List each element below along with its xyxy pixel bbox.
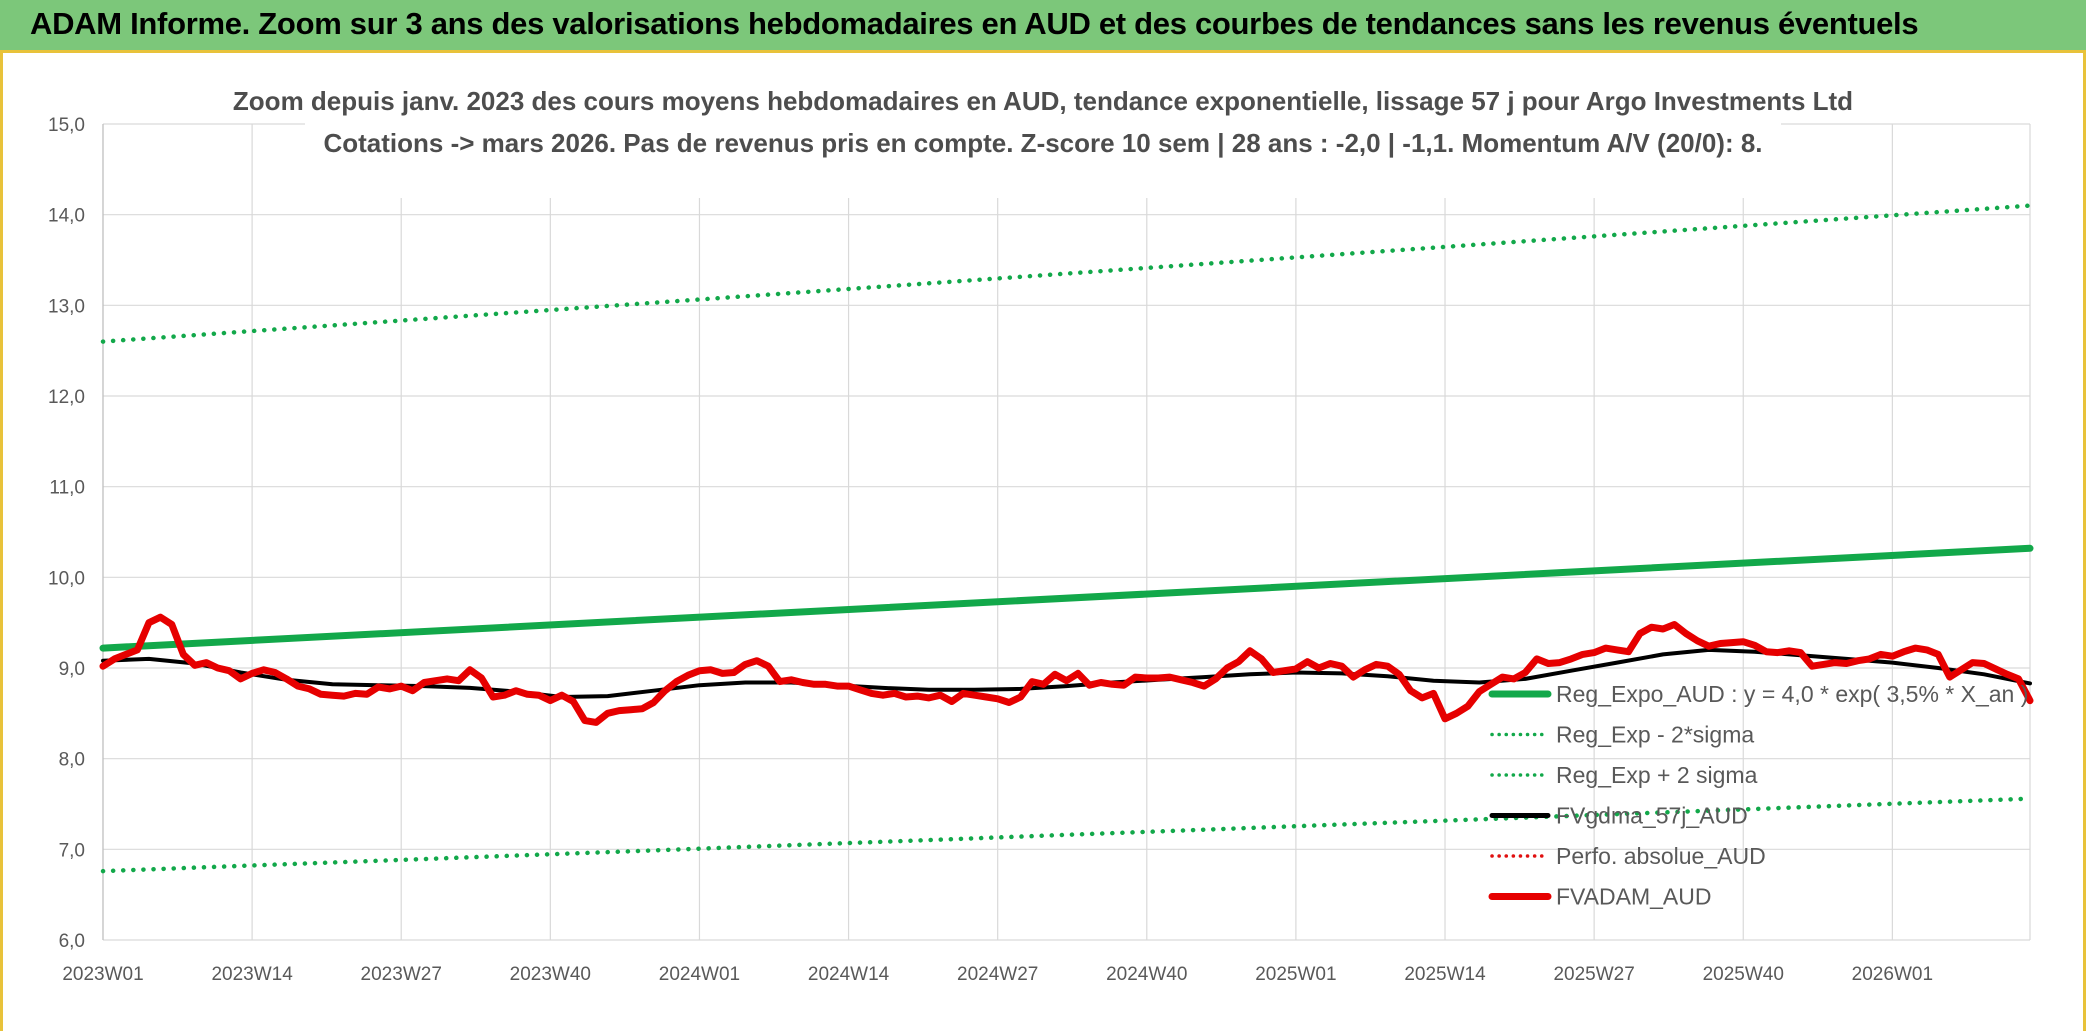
x-tick-label: 2025W40 xyxy=(1703,964,1784,985)
x-tick-label: 2025W27 xyxy=(1553,964,1634,985)
x-tick-label: 2025W01 xyxy=(1255,964,1336,985)
x-tick-label: 2026W01 xyxy=(1852,964,1933,985)
legend-label: Reg_Exp - 2*sigma xyxy=(1556,722,1754,748)
legend-label: Perfo. absolue_AUD xyxy=(1556,843,1766,869)
y-tick-label: 14,0 xyxy=(48,206,85,227)
series-lines xyxy=(99,203,2034,874)
x-tick-label: 2024W40 xyxy=(1106,964,1187,985)
y-tick-label: 10,0 xyxy=(48,568,85,589)
chart-frame xyxy=(0,53,2086,1031)
report-title: ADAM Informe. Zoom sur 3 ans des valoris… xyxy=(30,6,1919,41)
series-line xyxy=(100,796,2033,874)
x-tick-label: 2023W14 xyxy=(211,964,293,985)
y-tick-label: 11,0 xyxy=(49,478,85,499)
legend-label: FVADAM_AUD xyxy=(1556,884,1712,910)
grid xyxy=(102,123,2031,941)
y-tick-label: 9,0 xyxy=(59,659,85,680)
x-tick-label: 2025W14 xyxy=(1404,964,1486,985)
x-tick-label: 2023W40 xyxy=(510,964,591,985)
x-tick-label: 2023W01 xyxy=(62,964,143,985)
x-axis: 2023W01 2023W14 2023W27 2023W40 2024W01 2024W… xyxy=(62,964,1933,985)
series-line xyxy=(100,203,2033,344)
series-line xyxy=(99,544,2034,652)
y-tick-label: 13,0 xyxy=(48,296,85,317)
chart-title: Zoom depuis janv. 2023 des cours moyens … xyxy=(233,86,1853,116)
legend-label: Reg_Exp + 2 sigma xyxy=(1556,762,1758,788)
chart-subtitle: Cotations -> mars 2026. Pas de revenus p… xyxy=(323,128,1762,158)
legend: Reg_Expo_AUD : y = 4,0 * exp( 3,5% * X_a… xyxy=(1488,681,2028,910)
y-tick-label: 8,0 xyxy=(59,750,85,771)
legend-label: FVgdma_57j_AUD xyxy=(1556,803,1748,829)
x-tick-label: 2024W27 xyxy=(957,964,1038,985)
series-line xyxy=(99,613,2034,726)
report-banner: ADAM Informe. Zoom sur 3 ans des valoris… xyxy=(0,0,2086,53)
title-background xyxy=(305,112,1781,198)
legend-label: Reg_Expo_AUD : y = 4,0 * exp( 3,5% * X_a… xyxy=(1556,681,2028,707)
y-tick-label: 7,0 xyxy=(59,840,85,861)
y-tick-label: 6,0 xyxy=(59,931,85,952)
y-axis: 6,0 7,0 8,0 9,0 10,0 11,0 12,0 13,0 14,0 15,0 xyxy=(48,115,85,952)
x-tick-label: 2024W14 xyxy=(808,964,890,985)
x-tick-label: 2023W27 xyxy=(361,964,442,985)
y-tick-label: 15,0 xyxy=(48,115,85,136)
x-tick-label: 2024W01 xyxy=(659,964,740,985)
y-tick-label: 12,0 xyxy=(48,387,85,408)
